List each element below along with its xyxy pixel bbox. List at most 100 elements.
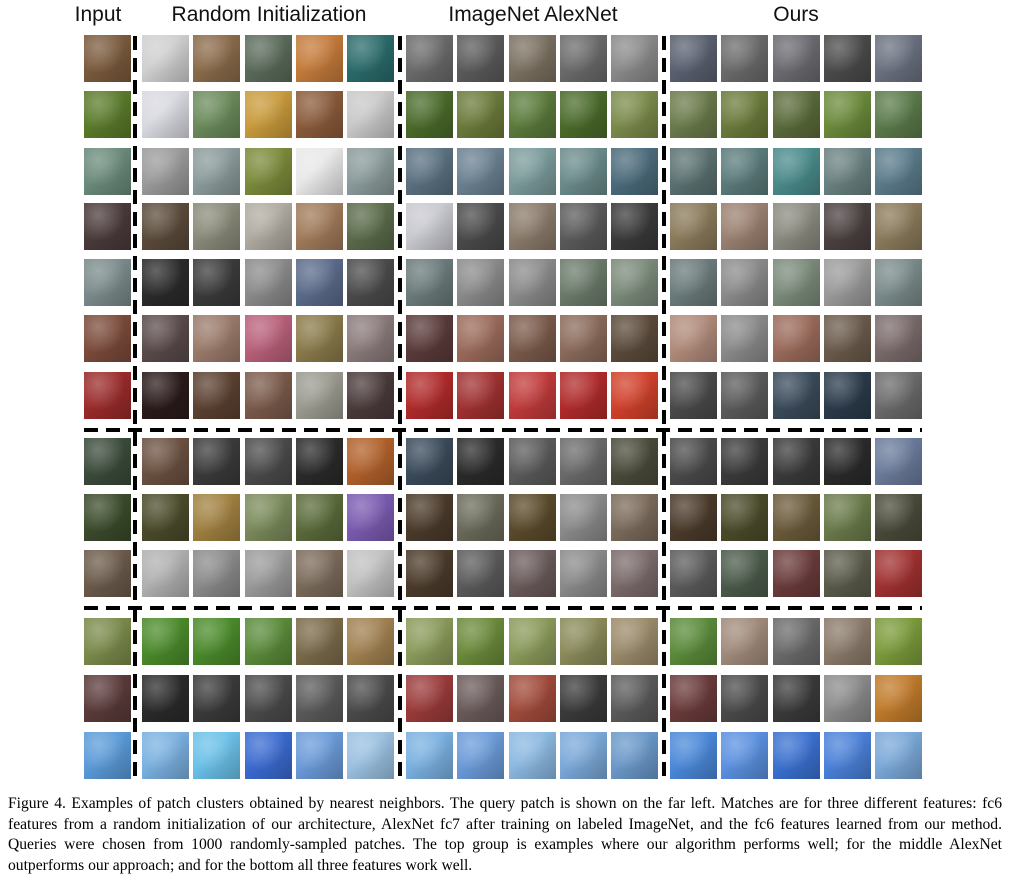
ours-match-patch <box>670 438 717 485</box>
random-match-patch <box>245 438 292 485</box>
query-patch <box>84 438 131 485</box>
ours-match-patch <box>721 550 768 597</box>
query-patch <box>84 91 131 138</box>
ours-match-patch <box>721 438 768 485</box>
ours-match-patch <box>824 259 871 306</box>
imagenet-match-patch <box>560 618 607 665</box>
ours-match-patch <box>670 91 717 138</box>
ours-match-patch <box>773 618 820 665</box>
header-ours: Ours <box>773 3 819 26</box>
random-match-patch <box>193 550 240 597</box>
ours-match-patch <box>875 618 922 665</box>
imagenet-match-patch <box>509 550 556 597</box>
imagenet-match-patch <box>406 203 453 250</box>
random-match-patch <box>347 35 394 82</box>
imagenet-match-patch <box>406 259 453 306</box>
imagenet-match-patch <box>406 372 453 419</box>
ours-match-patch <box>670 550 717 597</box>
random-match-patch <box>347 91 394 138</box>
random-match-patch <box>296 494 343 541</box>
random-match-patch <box>142 494 189 541</box>
imagenet-match-patch <box>457 550 504 597</box>
ours-match-patch <box>670 494 717 541</box>
random-match-patch <box>142 148 189 195</box>
imagenet-match-patch <box>509 372 556 419</box>
imagenet-match-patch <box>457 618 504 665</box>
ours-match-patch <box>670 203 717 250</box>
ours-match-patch <box>875 372 922 419</box>
imagenet-match-patch <box>406 315 453 362</box>
imagenet-match-patch <box>611 148 658 195</box>
random-match-patch <box>296 259 343 306</box>
random-match-patch <box>245 203 292 250</box>
ours-match-patch <box>721 203 768 250</box>
random-match-patch <box>296 203 343 250</box>
imagenet-match-patch <box>457 91 504 138</box>
imagenet-match-patch <box>611 35 658 82</box>
divider-middle-bottom <box>84 606 922 610</box>
random-match-patch <box>193 315 240 362</box>
random-match-patch <box>193 203 240 250</box>
random-match-patch <box>347 259 394 306</box>
ours-match-patch <box>721 259 768 306</box>
patch-grid <box>84 35 922 780</box>
ours-match-patch <box>670 372 717 419</box>
random-match-patch <box>347 550 394 597</box>
query-patch <box>84 494 131 541</box>
imagenet-match-patch <box>406 550 453 597</box>
random-match-patch <box>347 203 394 250</box>
imagenet-match-patch <box>560 203 607 250</box>
ours-match-patch <box>670 618 717 665</box>
random-match-patch <box>347 618 394 665</box>
query-patch <box>84 372 131 419</box>
ours-match-patch <box>721 91 768 138</box>
ours-match-patch <box>824 732 871 779</box>
imagenet-match-patch <box>509 315 556 362</box>
ours-match-patch <box>875 91 922 138</box>
ours-match-patch <box>773 91 820 138</box>
ours-match-patch <box>773 35 820 82</box>
imagenet-match-patch <box>611 732 658 779</box>
query-patch <box>84 550 131 597</box>
ours-match-patch <box>670 315 717 362</box>
ours-match-patch <box>721 494 768 541</box>
ours-match-patch <box>721 372 768 419</box>
imagenet-match-patch <box>560 675 607 722</box>
random-match-patch <box>142 315 189 362</box>
ours-match-patch <box>824 315 871 362</box>
ours-match-patch <box>875 315 922 362</box>
ours-match-patch <box>824 675 871 722</box>
imagenet-match-patch <box>509 259 556 306</box>
imagenet-match-patch <box>457 732 504 779</box>
divider-imagenet-ours <box>662 36 666 780</box>
imagenet-match-patch <box>406 494 453 541</box>
divider-random-imagenet <box>398 36 402 780</box>
ours-match-patch <box>875 148 922 195</box>
ours-match-patch <box>670 675 717 722</box>
ours-match-patch <box>875 259 922 306</box>
random-match-patch <box>296 91 343 138</box>
imagenet-match-patch <box>406 675 453 722</box>
random-match-patch <box>245 494 292 541</box>
imagenet-match-patch <box>611 438 658 485</box>
imagenet-match-patch <box>406 618 453 665</box>
random-match-patch <box>193 91 240 138</box>
ours-match-patch <box>875 438 922 485</box>
imagenet-match-patch <box>406 438 453 485</box>
ours-match-patch <box>773 438 820 485</box>
query-patch <box>84 618 131 665</box>
imagenet-match-patch <box>406 732 453 779</box>
random-match-patch <box>142 732 189 779</box>
imagenet-match-patch <box>560 91 607 138</box>
query-patch <box>84 35 131 82</box>
query-patch <box>84 315 131 362</box>
imagenet-match-patch <box>406 91 453 138</box>
ours-match-patch <box>875 550 922 597</box>
random-match-patch <box>142 438 189 485</box>
random-match-patch <box>193 618 240 665</box>
random-match-patch <box>245 675 292 722</box>
ours-match-patch <box>824 438 871 485</box>
imagenet-match-patch <box>560 259 607 306</box>
random-match-patch <box>193 732 240 779</box>
imagenet-match-patch <box>457 259 504 306</box>
